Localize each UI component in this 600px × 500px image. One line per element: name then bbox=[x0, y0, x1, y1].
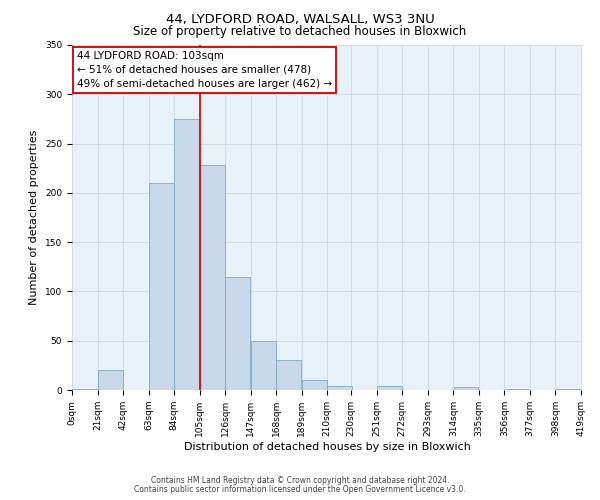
Bar bbox=[277, 360, 301, 390]
Text: Contains public sector information licensed under the Open Government Licence v3: Contains public sector information licen… bbox=[134, 485, 466, 494]
Text: 44 LYDFORD ROAD: 103sqm
← 51% of detached houses are smaller (478)
49% of semi-d: 44 LYDFORD ROAD: 103sqm ← 51% of detache… bbox=[77, 51, 332, 89]
Bar bbox=[454, 387, 478, 390]
Bar bbox=[505, 389, 529, 390]
Bar bbox=[200, 166, 224, 390]
Text: Size of property relative to detached houses in Bloxwich: Size of property relative to detached ho… bbox=[133, 25, 467, 38]
Bar bbox=[149, 183, 173, 390]
Bar bbox=[73, 389, 97, 390]
Bar bbox=[377, 386, 402, 390]
Bar bbox=[175, 119, 199, 390]
Bar bbox=[226, 276, 250, 390]
Bar bbox=[302, 380, 326, 390]
Bar bbox=[328, 386, 352, 390]
Bar bbox=[98, 370, 122, 390]
Text: 44, LYDFORD ROAD, WALSALL, WS3 3NU: 44, LYDFORD ROAD, WALSALL, WS3 3NU bbox=[166, 12, 434, 26]
Text: Contains HM Land Registry data © Crown copyright and database right 2024.: Contains HM Land Registry data © Crown c… bbox=[151, 476, 449, 485]
Y-axis label: Number of detached properties: Number of detached properties bbox=[29, 130, 40, 305]
Bar bbox=[556, 389, 580, 390]
Bar bbox=[251, 340, 275, 390]
X-axis label: Distribution of detached houses by size in Bloxwich: Distribution of detached houses by size … bbox=[184, 442, 470, 452]
